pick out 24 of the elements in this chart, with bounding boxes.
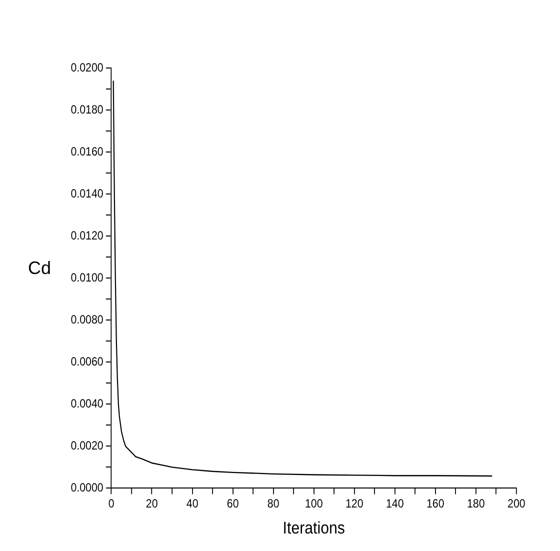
y-tick-label: 0.0040 bbox=[70, 398, 104, 411]
x-tick-label: 0 bbox=[108, 498, 114, 511]
y-tick-label: 0.0180 bbox=[70, 104, 104, 116]
y-tick-label: 0.0080 bbox=[70, 314, 104, 327]
y-tick-label: 0.0100 bbox=[70, 272, 104, 285]
x-tick-label: 120 bbox=[345, 498, 364, 511]
y-tick-label: 0.0160 bbox=[70, 146, 104, 159]
y-tick-label: 0.0140 bbox=[70, 188, 104, 201]
y-tick-label: 0.0060 bbox=[70, 356, 104, 369]
y-tick-label: 0.0200 bbox=[70, 62, 104, 74]
x-tick-label: 140 bbox=[386, 498, 404, 511]
x-tick-label: 20 bbox=[146, 498, 158, 511]
x-tick-label: 60 bbox=[226, 498, 239, 511]
y-tick-label: 0.0020 bbox=[70, 440, 104, 453]
x-axis-title: Iterations bbox=[282, 518, 345, 538]
x-tick-label: 180 bbox=[467, 498, 485, 511]
x-tick-label: 80 bbox=[267, 498, 280, 511]
y-axis-title: Cd bbox=[28, 258, 52, 279]
x-tick-label: 200 bbox=[508, 498, 526, 511]
y-tick-label: 0.0120 bbox=[70, 230, 104, 243]
x-tick-label: 160 bbox=[426, 498, 444, 511]
x-tick-label: 40 bbox=[186, 498, 198, 511]
y-tick-label: 0.0000 bbox=[70, 482, 104, 495]
x-tick-label: 100 bbox=[304, 498, 323, 511]
